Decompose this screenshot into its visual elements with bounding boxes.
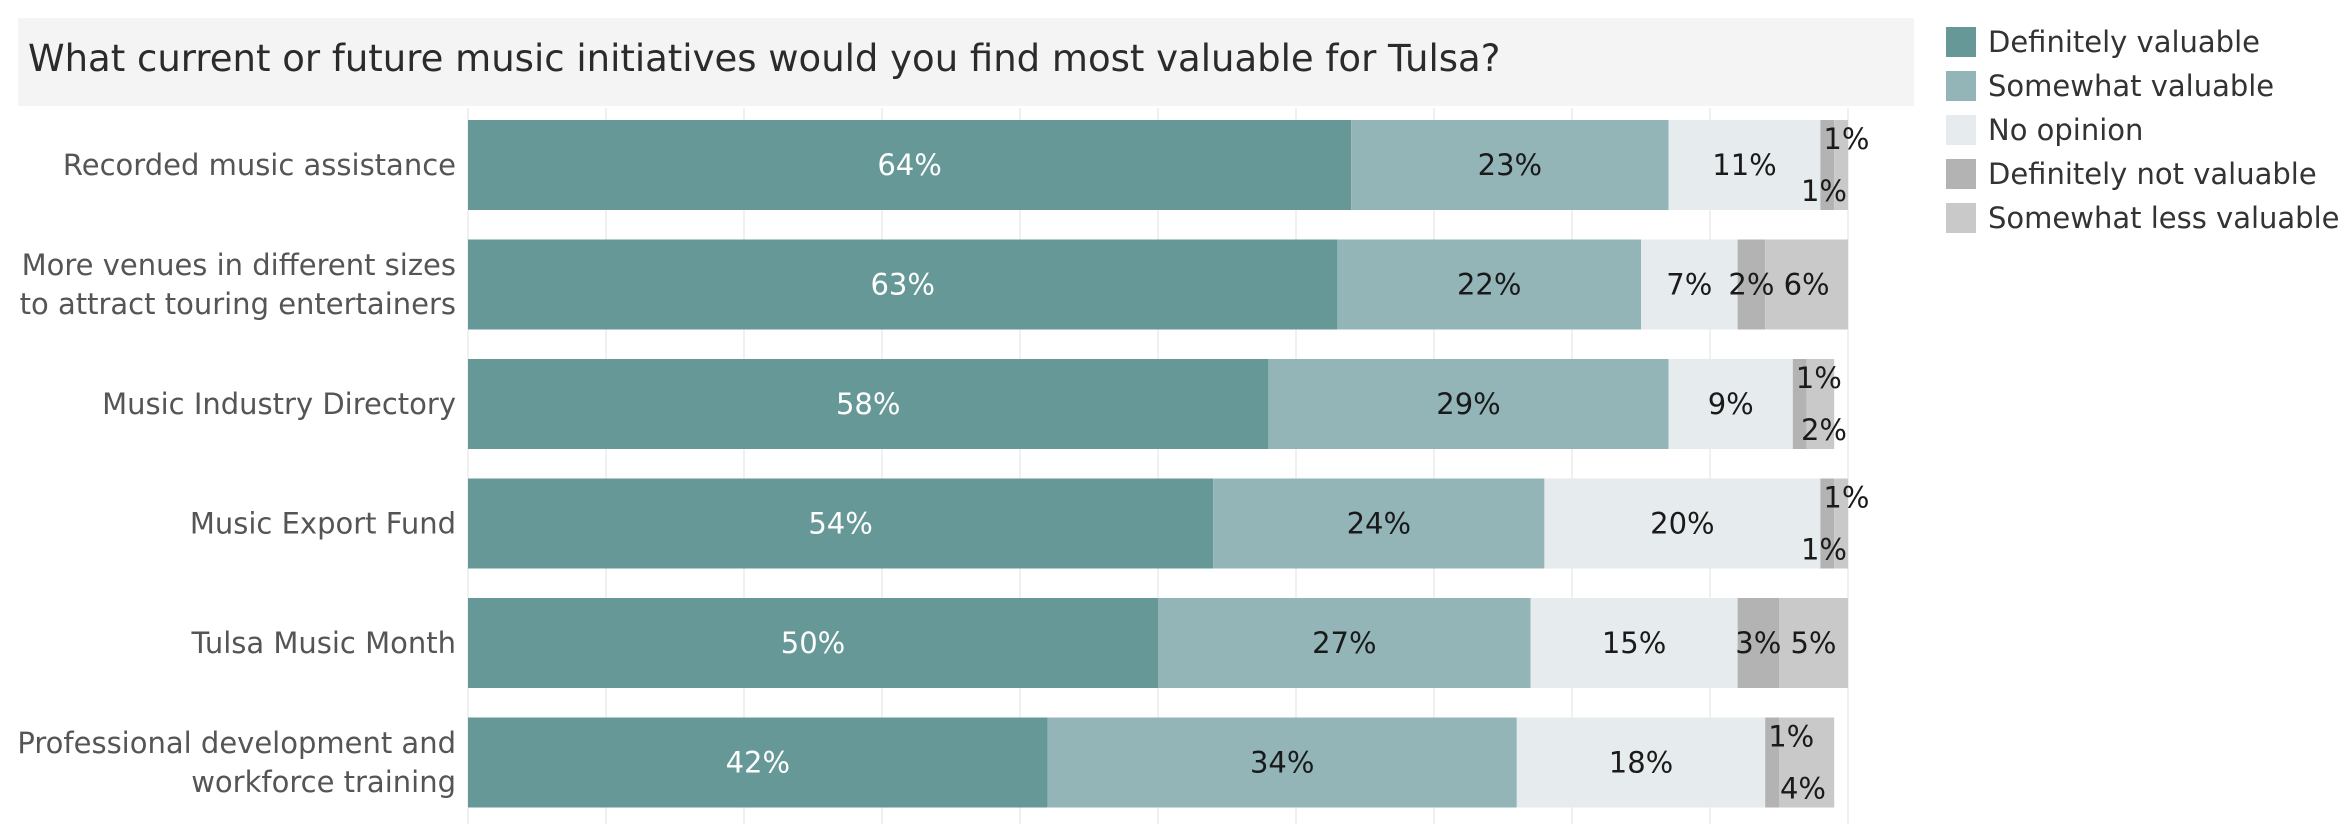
legend-item: Somewhat valuable [1946,64,2339,108]
value-label: 6% [1784,268,1830,302]
legend-label: No opinion [1988,113,2144,147]
bar-segment [468,717,1048,808]
bar-segment [1806,359,1835,449]
bar-segment [1737,598,1779,688]
bar-segment [1765,717,1779,808]
category-label: workforce training [191,765,456,799]
legend-label: Definitely valuable [1988,25,2260,59]
bar-segment [1158,598,1531,688]
value-label: 63% [870,268,934,302]
bar-segment [1516,717,1766,808]
bar-segment [1820,478,1835,569]
category-label: More venues in different sizes [22,248,456,282]
legend-swatch [1946,71,1976,101]
value-labels: 64% 23% 11% 1% 1% 63% 22% 7% 2% 6% 58% 29% 9% 1% 2% 54%… [726,122,1870,806]
bar-segment [1337,239,1641,330]
value-label: 64% [877,148,941,182]
bar-segment [1834,478,1848,569]
value-label: 5% [1790,626,1836,660]
value-label: 34% [1250,746,1314,780]
bar-segment [1792,359,1807,449]
chart-title: What current or future music initiatives… [28,37,1501,80]
bar-segment [468,239,1338,330]
bar-segment [1641,239,1738,330]
value-label: 3% [1735,626,1781,660]
bar-segment [1668,120,1821,210]
bar-segment [1668,359,1793,449]
value-label: 58% [836,387,900,421]
legend-swatch [1946,27,1976,57]
category-label: Professional development and [17,726,456,760]
bar-segment [1213,478,1545,569]
legend-item: Somewhat less valuable [1946,196,2339,240]
value-label: 22% [1457,268,1521,302]
category-labels: Recorded music assistance More venues in … [17,148,456,799]
legend-label: Somewhat valuable [1988,69,2275,103]
value-label: 42% [726,746,790,780]
legend-swatch [1946,203,1976,233]
value-label: 9% [1708,387,1754,421]
value-label: 1% [1801,533,1847,567]
value-label: 23% [1478,148,1542,182]
category-label: Tulsa Music Month [191,626,456,660]
bar-segment [1544,478,1821,569]
value-label: 24% [1347,507,1411,541]
category-label: Music Industry Directory [102,387,456,421]
legend-swatch [1946,115,1976,145]
bar-segment [1820,120,1835,210]
value-label: 50% [781,626,845,660]
legend-item: Definitely valuable [1946,20,2339,64]
bar-segment [468,359,1269,449]
gridlines [467,108,1849,824]
category-label: to attract touring entertainers [20,287,456,321]
bar-segment [1779,598,1848,688]
legend-swatch [1946,159,1976,189]
title-bar: What current or future music initiatives… [18,18,1914,106]
legend-item: No opinion [1946,108,2339,152]
bar-segment [468,120,1352,210]
legend-label: Definitely not valuable [1988,157,2317,191]
bar-segment [468,598,1158,688]
bar-segment [1765,239,1848,330]
value-label: 7% [1666,268,1712,302]
value-label: 2% [1801,413,1847,447]
bar-segment [1351,120,1669,210]
bar-segment [1737,239,1766,330]
legend-item: Definitely not valuable [1946,152,2339,196]
value-label: 54% [808,507,872,541]
bar-segment [468,478,1214,569]
bar-segment [1779,717,1835,808]
value-label: 1% [1796,361,1842,395]
legend: Definitely valuable Somewhat valuable No o… [1946,20,2339,240]
value-label: 1% [1768,720,1814,754]
value-label: 1% [1801,174,1847,208]
value-label: 1% [1823,122,1869,156]
value-label: 1% [1823,481,1869,515]
category-label: Recorded music assistance [63,148,456,182]
value-label: 18% [1609,746,1673,780]
value-label: 29% [1436,387,1500,421]
bar-segment [1047,717,1517,808]
bar-segment [1834,120,1848,210]
value-label: 27% [1312,626,1376,660]
value-label: 2% [1728,268,1774,302]
value-label: 20% [1650,507,1714,541]
value-label: 11% [1712,148,1776,182]
value-label: 15% [1602,626,1666,660]
legend-label: Somewhat less valuable [1988,201,2340,235]
bars [468,120,1848,808]
bar-segment [1530,598,1738,688]
bar-segment [1268,359,1669,449]
value-label: 4% [1780,772,1826,806]
category-label: Music Export Fund [190,507,456,541]
